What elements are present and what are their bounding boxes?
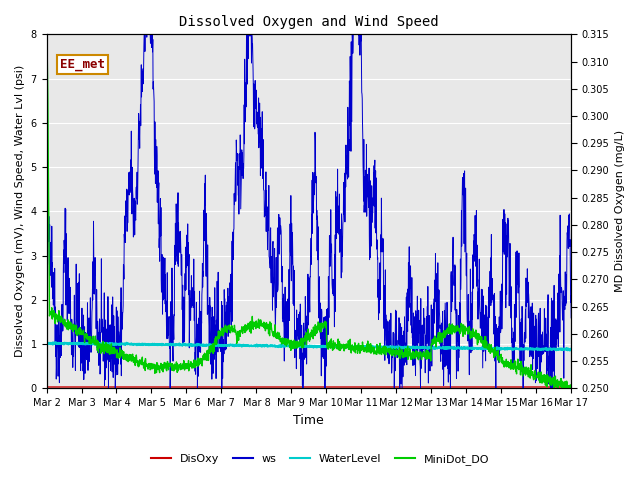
Y-axis label: MD Dissolved Oxygen (mg/L): MD Dissolved Oxygen (mg/L) <box>615 130 625 292</box>
Text: EE_met: EE_met <box>60 58 105 71</box>
Title: Dissolved Oxygen and Wind Speed: Dissolved Oxygen and Wind Speed <box>179 15 438 29</box>
Legend: DisOxy, ws, WaterLevel, MiniDot_DO: DisOxy, ws, WaterLevel, MiniDot_DO <box>147 450 493 469</box>
X-axis label: Time: Time <box>294 414 324 427</box>
Y-axis label: Dissolved Oxygen (mV), Wind Speed, Water Lvl (psi): Dissolved Oxygen (mV), Wind Speed, Water… <box>15 65 25 358</box>
